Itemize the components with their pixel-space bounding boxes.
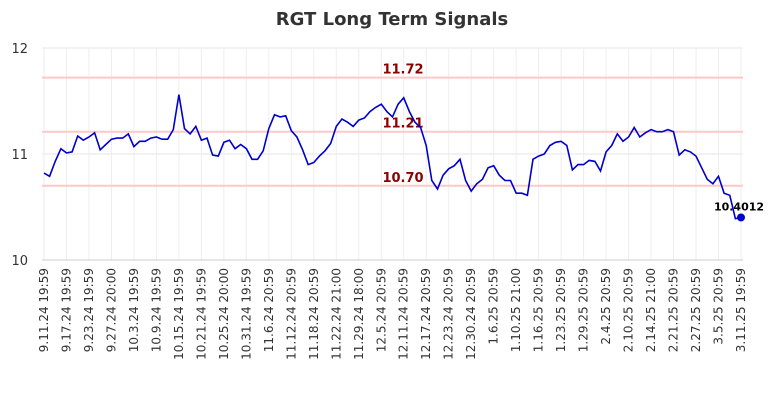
x-tick-label: 2.27.25 20:59 xyxy=(689,268,703,352)
x-tick-label: 1.10.25 21:00 xyxy=(509,268,523,352)
x-tick-label: 10.9.24 19:59 xyxy=(149,268,163,352)
x-tick-label: 2.21.25 20:59 xyxy=(667,268,681,352)
y-tick-label: 10 xyxy=(11,254,28,269)
level-label: 11.72 xyxy=(382,63,423,78)
price-line xyxy=(43,94,742,220)
x-tick-label: 9.11.24 19:59 xyxy=(37,268,51,352)
chart-title: RGT Long Term Signals xyxy=(276,9,509,30)
x-tick-label: 10.31.24 19:59 xyxy=(239,268,253,360)
x-tick-label: 2.10.25 20:59 xyxy=(622,268,636,352)
x-tick-label: 10.25.24 20:00 xyxy=(217,268,231,360)
x-tick-label: 1.6.25 20:59 xyxy=(487,268,501,345)
x-tick-label: 9.23.24 19:59 xyxy=(82,268,96,352)
x-tick-label: 12.5.24 20:59 xyxy=(374,268,388,352)
x-tick-label: 10.3.24 19:59 xyxy=(127,268,141,352)
x-tick-label: 9.27.24 20:00 xyxy=(104,268,118,352)
x-tick-label: 3.11.25 19:59 xyxy=(734,268,748,352)
x-tick-label: 12.23.24 20:59 xyxy=(442,268,456,360)
x-tick-label: 11.18.24 20:59 xyxy=(307,268,321,360)
x-tick-label: 11.22.24 21:00 xyxy=(329,268,343,360)
last-value-label: 10.4012 xyxy=(714,200,764,213)
x-tick-label: 12.30.24 20:59 xyxy=(464,268,478,360)
x-tick-label: 11.12.24 20:59 xyxy=(284,268,298,360)
level-label: 10.70 xyxy=(382,171,423,186)
x-tick-label: 2.4.25 20:59 xyxy=(599,268,613,345)
y-tick-label: 11 xyxy=(11,148,28,163)
y-tick-label: 12 xyxy=(11,42,28,57)
x-tick-label: 11.29.24 18:00 xyxy=(352,268,366,360)
x-tick-label: 1.29.25 20:59 xyxy=(577,268,591,352)
x-tick-label: 11.6.24 20:59 xyxy=(262,268,276,352)
x-tick-label: 12.17.24 20:59 xyxy=(419,268,433,360)
x-tick-label: 2.14.25 21:00 xyxy=(644,268,658,352)
x-tick-label: 10.15.24 19:59 xyxy=(172,268,186,360)
x-tick-label: 1.23.25 20:59 xyxy=(554,268,568,352)
last-point xyxy=(737,213,745,222)
x-tick-label: 12.11.24 20:59 xyxy=(397,268,411,360)
x-tick-label: 1.16.25 20:59 xyxy=(532,268,546,352)
x-tick-label: 10.21.24 19:59 xyxy=(194,268,208,360)
x-tick-label: 9.17.24 19:59 xyxy=(59,268,73,352)
x-tick-label: 3.5.25 20:59 xyxy=(712,268,726,345)
